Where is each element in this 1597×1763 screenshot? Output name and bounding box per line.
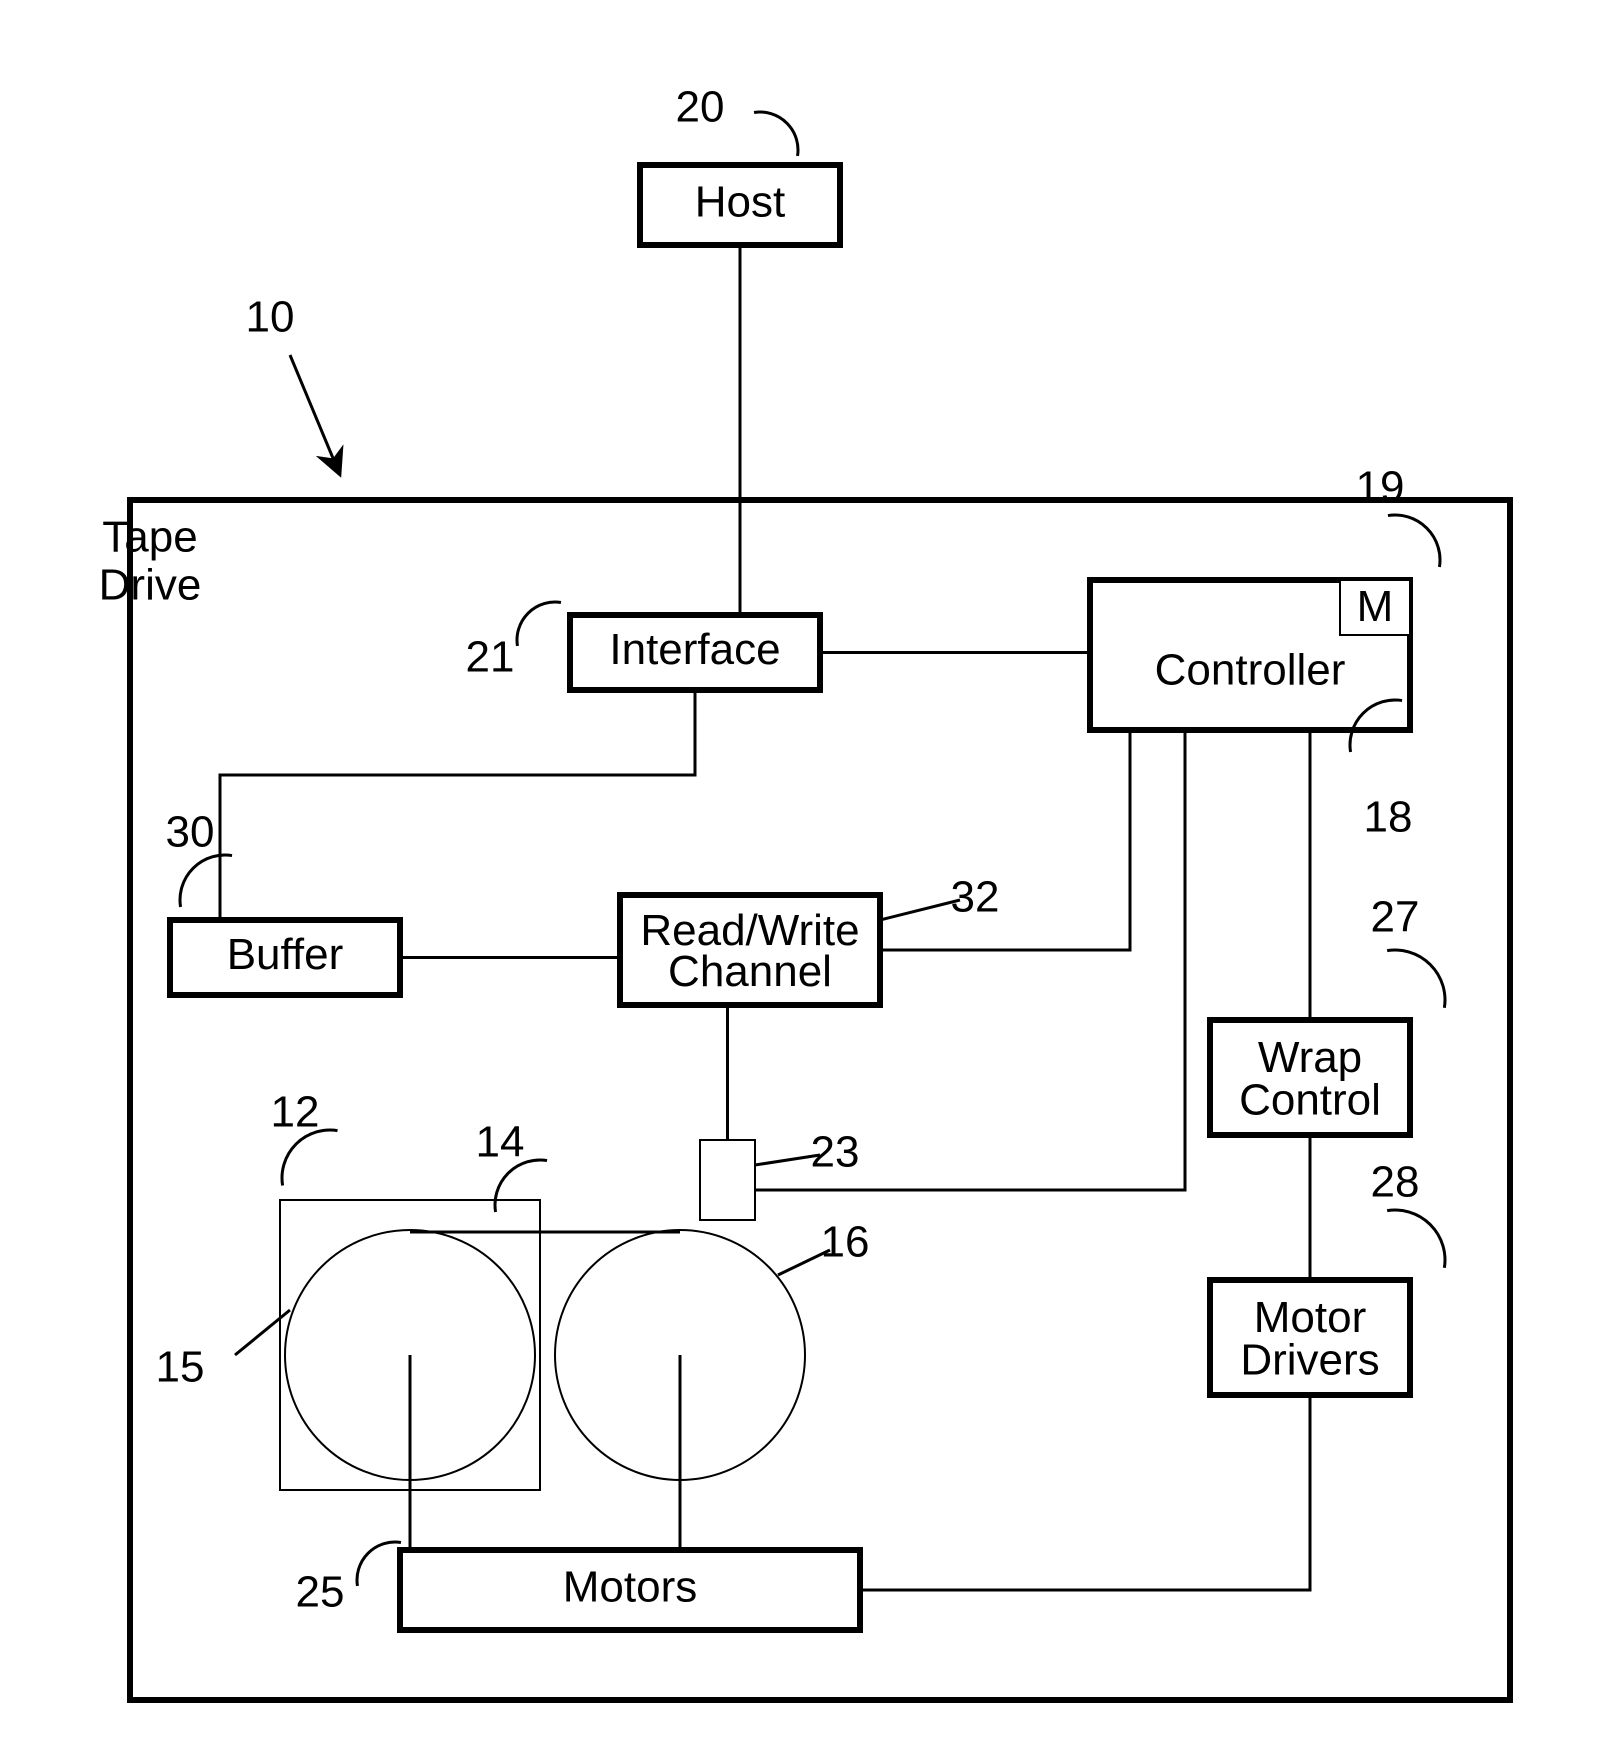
svg-text:Drive: Drive (99, 561, 202, 610)
svg-text:19: 19 (1356, 463, 1405, 512)
svg-text:M: M (1357, 582, 1394, 631)
svg-text:12: 12 (271, 1088, 320, 1137)
svg-text:28: 28 (1371, 1158, 1420, 1207)
svg-text:15: 15 (156, 1343, 205, 1392)
svg-text:Drivers: Drivers (1240, 1335, 1379, 1384)
svg-text:16: 16 (821, 1218, 870, 1267)
svg-text:27: 27 (1371, 893, 1420, 942)
svg-text:14: 14 (476, 1118, 525, 1167)
svg-text:Motors: Motors (563, 1563, 697, 1612)
svg-text:23: 23 (811, 1128, 860, 1177)
svg-text:Host: Host (695, 178, 785, 227)
svg-text:10: 10 (246, 293, 295, 342)
svg-text:Channel: Channel (668, 947, 832, 996)
svg-text:Controller: Controller (1155, 646, 1346, 695)
svg-text:18: 18 (1364, 793, 1413, 842)
svg-text:25: 25 (296, 1568, 345, 1617)
svg-text:20: 20 (676, 83, 725, 132)
svg-text:21: 21 (466, 633, 515, 682)
svg-text:32: 32 (951, 873, 1000, 922)
svg-text:Interface: Interface (609, 625, 780, 674)
svg-text:Control: Control (1239, 1075, 1381, 1124)
svg-text:30: 30 (166, 808, 215, 857)
svg-text:Tape: Tape (102, 513, 197, 562)
svg-text:Buffer: Buffer (227, 930, 344, 979)
